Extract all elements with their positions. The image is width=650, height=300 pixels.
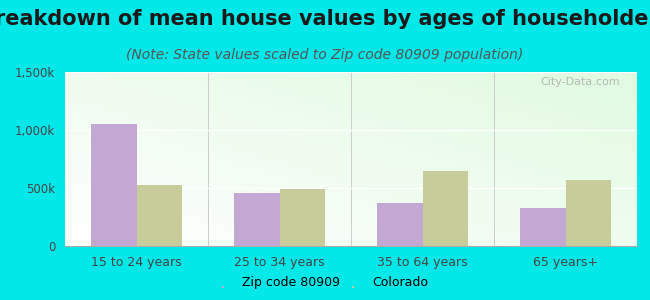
Bar <box>520 208 566 246</box>
Text: (Note: State values scaled to Zip code 80909 population): (Note: State values scaled to Zip code 8… <box>126 48 524 62</box>
Bar <box>280 189 325 246</box>
Legend: Zip code 80909, Colorado: Zip code 80909, Colorado <box>216 271 434 294</box>
Text: Breakdown of mean house values by ages of householders: Breakdown of mean house values by ages o… <box>0 9 650 29</box>
Bar <box>422 171 468 246</box>
Bar <box>234 193 280 246</box>
Bar <box>136 184 182 246</box>
Bar <box>566 180 611 246</box>
Bar <box>377 203 423 246</box>
Text: City-Data.com: City-Data.com <box>540 77 620 87</box>
Bar <box>91 124 136 246</box>
